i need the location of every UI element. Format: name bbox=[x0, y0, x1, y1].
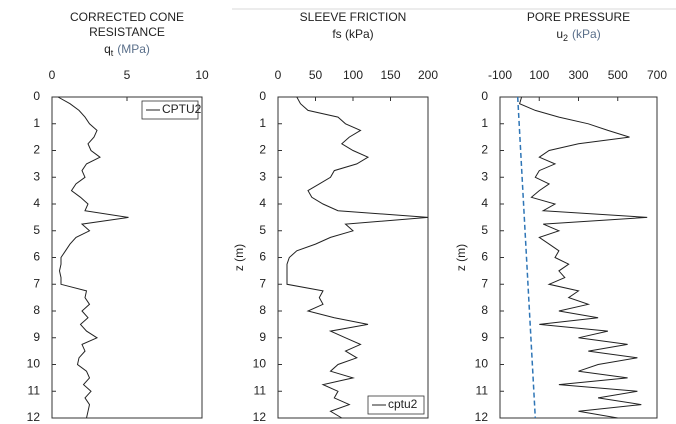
y-tick-label: 8 bbox=[481, 303, 488, 317]
y-tick-label: 0 bbox=[259, 89, 266, 103]
plot-frame bbox=[499, 96, 658, 419]
y-tick-label: 11 bbox=[254, 383, 267, 397]
x-tick-label: 0 bbox=[49, 68, 56, 82]
legend-label: CPTU2 bbox=[162, 102, 202, 116]
legend-label: cptu2 bbox=[388, 397, 418, 411]
y-tick-label: 11 bbox=[476, 383, 489, 397]
y-tick-label: 0 bbox=[481, 89, 488, 103]
chart-title: CORRECTED CONE bbox=[70, 10, 184, 24]
x-tick-label: 300 bbox=[568, 68, 588, 82]
y-tick-label: 4 bbox=[481, 196, 488, 210]
x-label-sub: t bbox=[111, 48, 114, 58]
y-axis-label: z (m) bbox=[454, 244, 468, 271]
y-tick-label: 2 bbox=[481, 143, 488, 157]
y-tick-label: 7 bbox=[481, 276, 488, 290]
x-label-unit: (MPa) bbox=[117, 42, 150, 56]
x-tick-label: -100 bbox=[488, 68, 512, 82]
y-tick-label: 8 bbox=[259, 303, 266, 317]
y-tick-label: 7 bbox=[259, 276, 266, 290]
plot-frame bbox=[277, 96, 429, 419]
y-tick-label: 4 bbox=[33, 196, 40, 210]
y-tick-label: 6 bbox=[259, 250, 266, 264]
y-tick-label: 9 bbox=[33, 330, 40, 344]
y-axis-label: z (m) bbox=[232, 244, 246, 271]
x-label-text: u bbox=[556, 27, 563, 41]
y-tick-label: 10 bbox=[475, 357, 489, 371]
y-tick-label: 10 bbox=[27, 357, 41, 371]
y-tick-label: 6 bbox=[33, 250, 40, 264]
x-axis-label: qt (MPa) bbox=[104, 42, 150, 58]
x-axis-label: fs (kPa) bbox=[332, 27, 373, 41]
data-line bbox=[286, 96, 429, 419]
x-tick-label: 150 bbox=[380, 68, 400, 82]
legend-box bbox=[141, 100, 199, 120]
chart-title: PORE PRESSURE bbox=[527, 10, 630, 24]
y-tick-label: 1 bbox=[33, 116, 40, 130]
y-tick-label: 9 bbox=[481, 330, 488, 344]
chart-title: RESISTANCE bbox=[89, 25, 165, 39]
y-tick-label: 3 bbox=[481, 169, 488, 183]
y-tick-label: 2 bbox=[33, 143, 40, 157]
x-tick-label: 5 bbox=[124, 68, 131, 82]
y-tick-label: 12 bbox=[475, 410, 489, 424]
x-tick-label: 50 bbox=[309, 68, 323, 82]
y-tick-label: 1 bbox=[259, 116, 266, 130]
x-tick-label: 700 bbox=[647, 68, 667, 82]
x-axis-label: u2 (kPa) bbox=[556, 27, 600, 43]
plot-frame bbox=[51, 96, 203, 419]
y-tick-label: 4 bbox=[259, 196, 266, 210]
legend-box bbox=[367, 395, 425, 415]
x-label-unit: (kPa) bbox=[572, 27, 601, 41]
y-tick-label: 3 bbox=[259, 169, 266, 183]
y-tick-label: 7 bbox=[33, 276, 40, 290]
y-tick-label: 5 bbox=[259, 223, 266, 237]
y-tick-label: 0 bbox=[33, 89, 40, 103]
x-tick-label: 500 bbox=[608, 68, 628, 82]
y-tick-label: 3 bbox=[33, 169, 40, 183]
x-label-text: fs (kPa) bbox=[332, 27, 373, 41]
y-tick-label: 10 bbox=[253, 357, 267, 371]
data-line bbox=[516, 96, 537, 419]
y-tick-label: 5 bbox=[481, 223, 488, 237]
y-tick-label: 12 bbox=[27, 410, 41, 424]
y-tick-label: 12 bbox=[253, 410, 267, 424]
y-tick-label: 6 bbox=[481, 250, 488, 264]
data-line bbox=[57, 96, 129, 419]
y-tick-label: 5 bbox=[33, 223, 40, 237]
x-tick-label: 100 bbox=[343, 68, 363, 82]
y-tick-label: 11 bbox=[28, 383, 41, 397]
y-tick-label: 9 bbox=[259, 330, 266, 344]
chart-title: SLEEVE FRICTION bbox=[300, 10, 407, 24]
y-tick-label: 1 bbox=[481, 116, 488, 130]
y-tick-label: 8 bbox=[33, 303, 40, 317]
data-line bbox=[518, 96, 648, 419]
x-tick-label: 10 bbox=[195, 68, 209, 82]
x-tick-label: 100 bbox=[529, 68, 549, 82]
x-label-sub: 2 bbox=[563, 33, 568, 43]
x-label-text: q bbox=[104, 42, 111, 56]
x-tick-label: 200 bbox=[418, 68, 438, 82]
y-tick-label: 2 bbox=[259, 143, 266, 157]
x-tick-label: 0 bbox=[275, 68, 282, 82]
